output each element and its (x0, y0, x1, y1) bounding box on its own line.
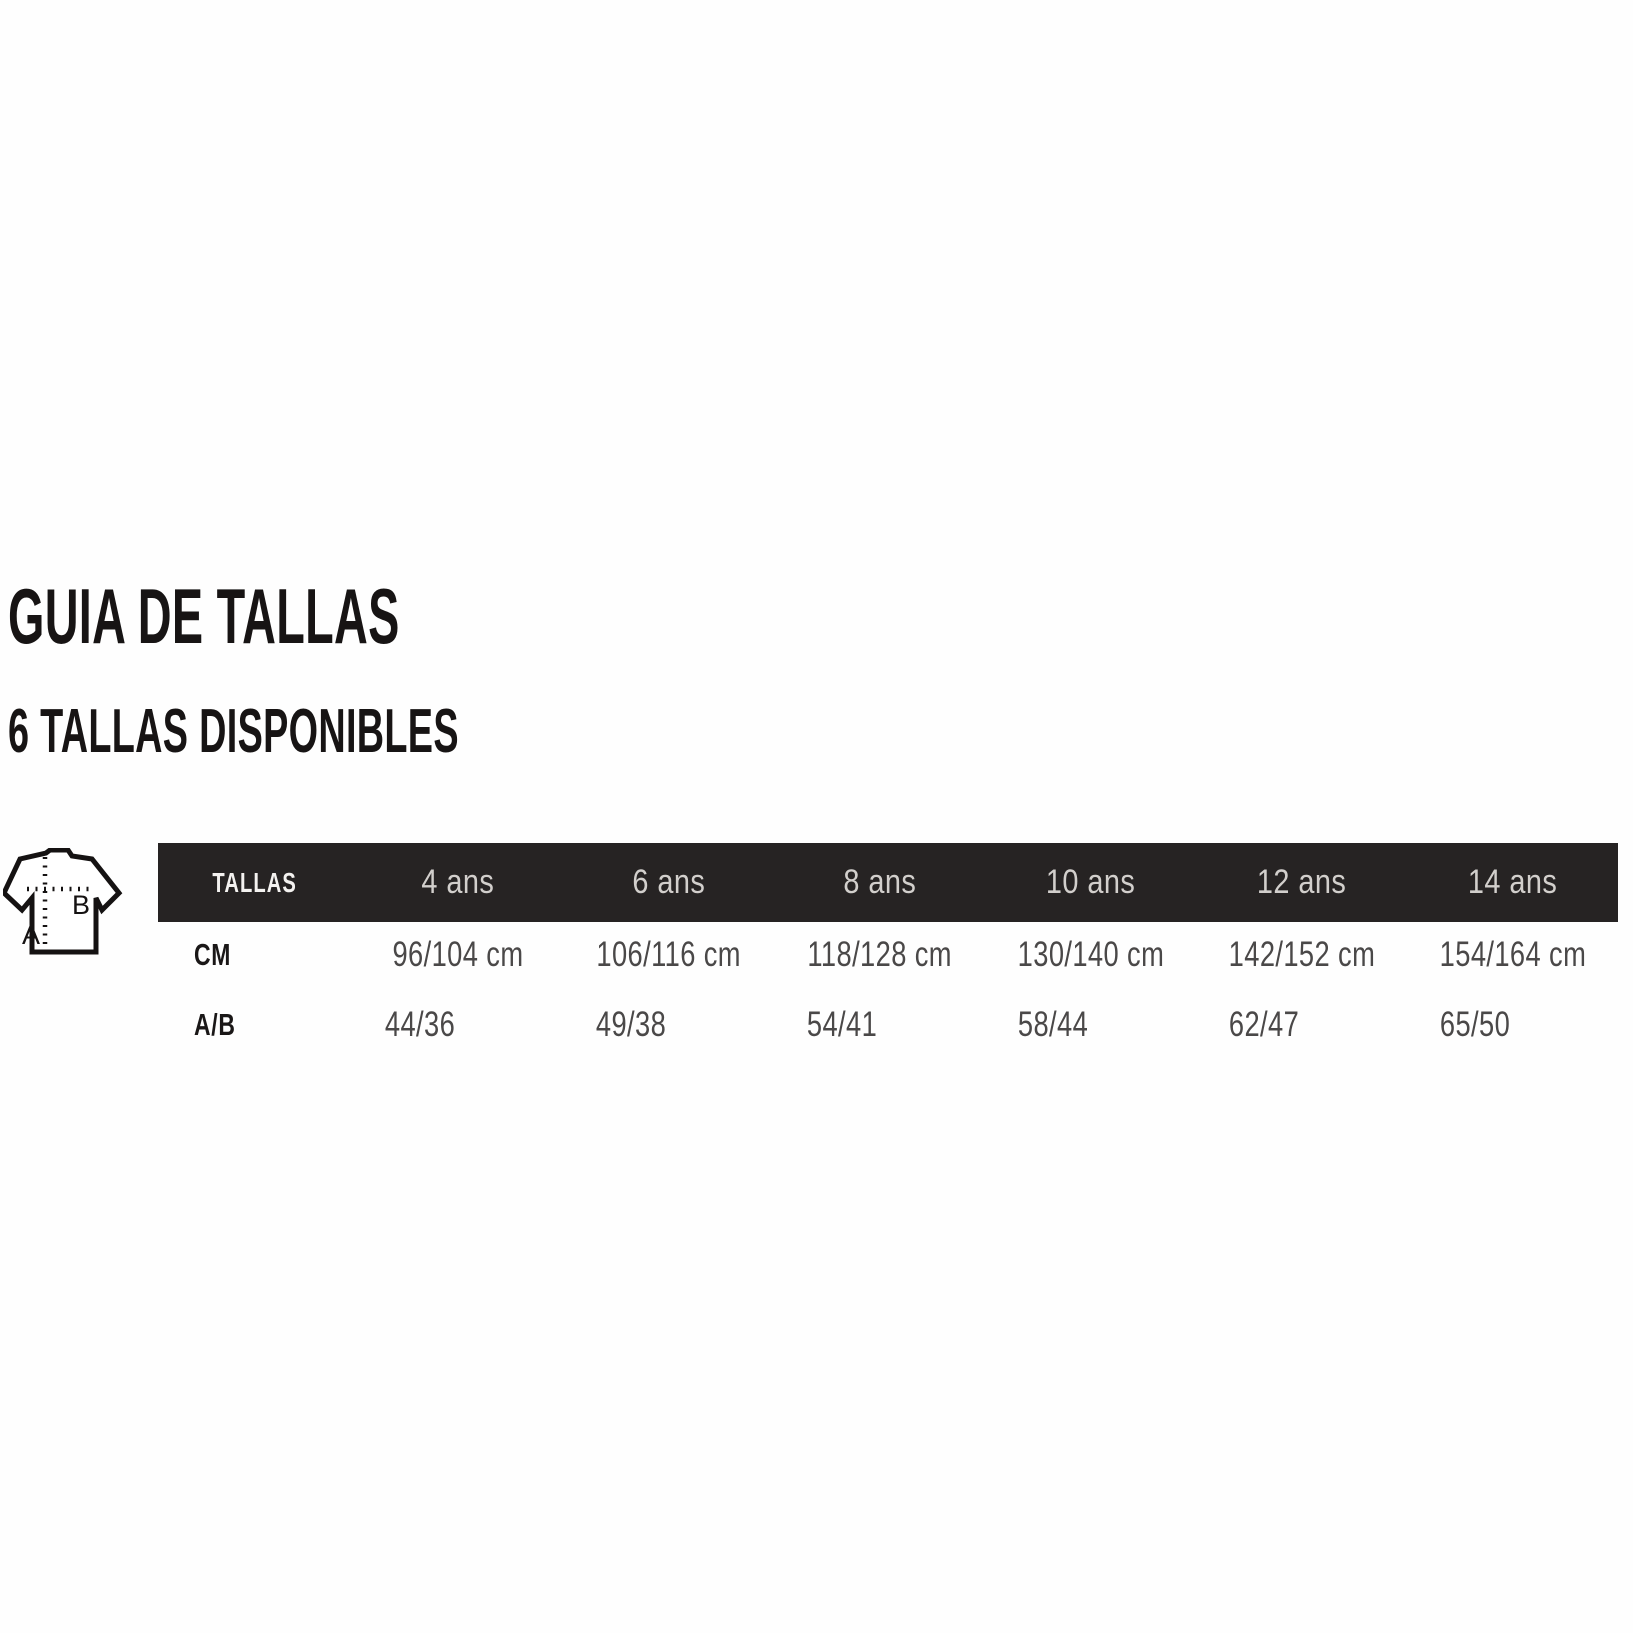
row-label-cm: CM (194, 937, 232, 972)
ab-value: 65/50 (1440, 1005, 1511, 1044)
header-cell-size: 8 ans (774, 863, 985, 902)
ab-value-cell: 58/44 (985, 1005, 1196, 1045)
cm-value: 130/140 cm (1017, 935, 1164, 974)
height-label-a: A (22, 920, 40, 950)
row-label-ab: A/B (194, 1007, 236, 1042)
cm-value: 96/104 cm (392, 935, 523, 974)
ab-value: 54/41 (807, 1005, 878, 1044)
size-table-header-row: TALLAS 4 ans 6 ans 8 ans 10 ans 12 ans 1… (158, 843, 1618, 922)
ab-value-cell: 65/50 (1407, 1005, 1618, 1045)
ab-value-cell: 54/41 (774, 1005, 985, 1045)
header-cell-tallas: TALLAS (158, 867, 352, 899)
cm-value-cell: 154/164 cm (1407, 935, 1618, 975)
page-title: GUIA DE TALLAS (8, 572, 400, 660)
cm-value: 118/128 cm (807, 935, 952, 974)
ab-value: 49/38 (596, 1005, 667, 1044)
ab-value-cell: 62/47 (1196, 1005, 1407, 1045)
sizes-available-subtitle: 6 TALLAS DISPONIBLES (8, 697, 459, 766)
size-column-label: 4 ans (421, 863, 494, 901)
size-column-label: 10 ans (1045, 863, 1136, 901)
size-column-label: 12 ans (1256, 863, 1347, 901)
header-label: TALLAS (212, 866, 298, 898)
size-column-label: 8 ans (843, 863, 916, 901)
ab-value-cell: 49/38 (563, 1005, 774, 1045)
row-label-cell: A/B (158, 1007, 352, 1043)
size-column-label: 6 ans (632, 863, 705, 901)
ab-value: 44/36 (385, 1005, 456, 1044)
cm-value-cell: 96/104 cm (352, 935, 563, 975)
header-cell-size: 10 ans (985, 863, 1196, 902)
header-cell-size: 4 ans (352, 863, 563, 902)
ab-value: 62/47 (1229, 1005, 1300, 1044)
table-row-ab: A/B 44/36 49/38 54/41 58/44 62/47 65/50 (158, 995, 1618, 1055)
tshirt-outline (3, 848, 123, 955)
row-label-cell: CM (158, 937, 352, 973)
size-column-label: 14 ans (1467, 863, 1558, 901)
cm-value: 106/116 cm (596, 935, 741, 974)
cm-value-cell: 106/116 cm (563, 935, 774, 975)
tshirt-measurement-icon: A B (3, 848, 123, 955)
width-label-b: B (72, 890, 90, 920)
ab-value: 58/44 (1018, 1005, 1089, 1044)
header-cell-size: 12 ans (1196, 863, 1407, 902)
cm-value: 142/152 cm (1228, 935, 1375, 974)
ab-value-cell: 44/36 (352, 1005, 563, 1045)
cm-value-cell: 142/152 cm (1196, 935, 1407, 975)
header-cell-size: 6 ans (563, 863, 774, 902)
header-cell-size: 14 ans (1407, 863, 1618, 902)
table-row-cm: CM 96/104 cm 106/116 cm 118/128 cm 130/1… (158, 922, 1618, 988)
cm-value: 154/164 cm (1439, 935, 1586, 974)
cm-value-cell: 130/140 cm (985, 935, 1196, 975)
cm-value-cell: 118/128 cm (774, 935, 985, 975)
